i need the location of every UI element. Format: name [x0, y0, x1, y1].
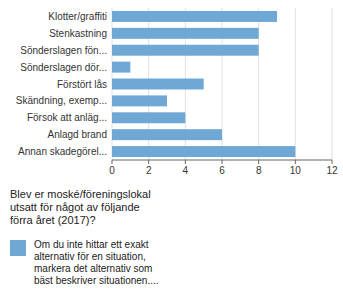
- tick-label: 4: [183, 165, 189, 176]
- tick-label: 6: [219, 165, 225, 176]
- bar: [112, 112, 185, 123]
- bar: [112, 79, 204, 90]
- bar: [112, 62, 130, 73]
- legend-swatch: [10, 240, 26, 256]
- grid-line: [332, 8, 333, 160]
- question-text: Blev er moské/föreningslokalutsatt för n…: [10, 188, 151, 226]
- category-label: Klotter/graffiti: [48, 11, 107, 22]
- category-label: Försok att anläg...: [27, 112, 107, 123]
- category-label: Anlagd brand: [48, 129, 108, 140]
- tick-mark: [112, 160, 113, 164]
- tick-label: 10: [290, 165, 302, 176]
- category-label: Förstört lås: [57, 79, 107, 90]
- tick-label: 12: [326, 165, 338, 176]
- tick-label: 0: [109, 165, 115, 176]
- bar: [112, 95, 167, 106]
- bars: [112, 11, 295, 157]
- chart: 0 2 4 6 8 10 12 Klotter/graffiti Stenkastning Sön…: [0, 0, 343, 307]
- category-label: Sönderslagen dör...: [20, 62, 107, 73]
- tick-mark: [222, 160, 223, 164]
- tick-mark: [332, 160, 333, 164]
- tick-mark: [148, 160, 149, 164]
- category-label: Skändning, exemp...: [16, 95, 107, 106]
- tick-label: 2: [146, 165, 152, 176]
- tick-mark: [258, 160, 259, 164]
- tick-mark: [185, 160, 186, 164]
- category-label: Sönderslagen fön...: [20, 45, 107, 56]
- category-label: Stenkastning: [49, 28, 107, 39]
- x-axis-line: [112, 160, 332, 161]
- bar: [112, 146, 295, 157]
- legend-text: Om du inte hittar ett exaktalternativ fö…: [34, 239, 159, 286]
- bar: [112, 45, 259, 56]
- category-label: Annan skadegörel...: [18, 146, 107, 157]
- tick-label: 8: [256, 165, 262, 176]
- bar: [112, 11, 277, 22]
- bar: [112, 129, 222, 140]
- tick-mark: [295, 160, 296, 164]
- grid-line: [295, 8, 296, 160]
- bar: [112, 28, 259, 39]
- grid: [112, 8, 332, 160]
